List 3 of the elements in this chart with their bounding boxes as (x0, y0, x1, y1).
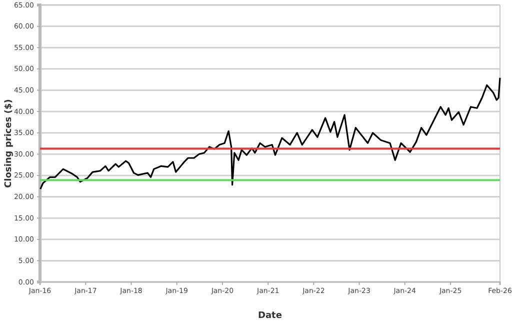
y-axis-title: Closing prices ($) (4, 99, 14, 188)
line-series (40, 77, 501, 190)
x-axis-title: Date (258, 311, 282, 321)
